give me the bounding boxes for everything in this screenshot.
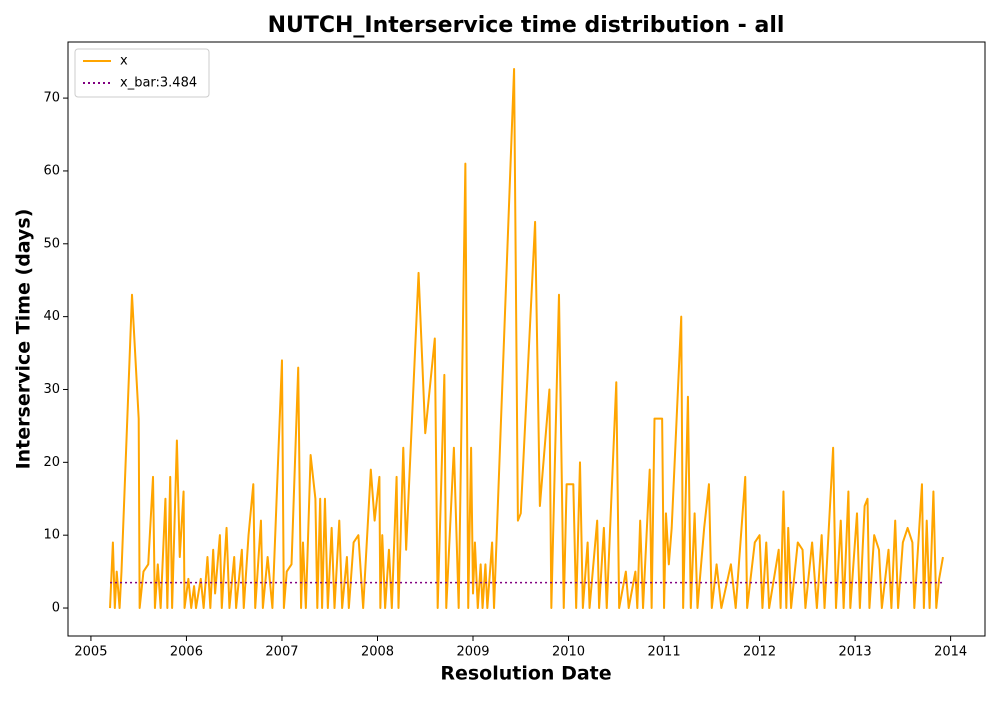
y-tick-label: 20 xyxy=(43,455,60,470)
y-tick-label: 50 xyxy=(43,236,60,251)
x-tick-label: 2011 xyxy=(648,645,681,660)
y-tick-label: 30 xyxy=(43,382,60,397)
y-tick-label: 70 xyxy=(43,91,60,106)
plot-frame xyxy=(67,41,986,637)
x-tick-label: 2008 xyxy=(361,645,394,660)
x-tick-label: 2005 xyxy=(74,645,107,660)
x-tick-label: 2010 xyxy=(552,645,585,660)
x-tick-label: 2013 xyxy=(839,645,872,660)
y-tick-label: 0 xyxy=(52,601,60,616)
x-tick-label: 2007 xyxy=(265,645,298,660)
y-axis-label: Interservice Time (days) xyxy=(13,209,35,470)
x-tick-label: 2009 xyxy=(456,645,489,660)
x-tick-label: 2006 xyxy=(170,645,203,660)
legend-label: x_bar:3.484 xyxy=(120,76,197,91)
x-tick-label: 2012 xyxy=(743,645,776,660)
x-axis-label: Resolution Date xyxy=(440,663,611,685)
y-tick-label: 40 xyxy=(43,309,60,324)
y-tick-label: 60 xyxy=(43,163,60,178)
x-tick-label: 2014 xyxy=(934,645,967,660)
y-tick-label: 10 xyxy=(43,528,60,543)
legend-label: x xyxy=(120,54,128,69)
chart-title: NUTCH_Interservice time distribution - a… xyxy=(268,13,785,38)
series-line xyxy=(109,67,944,610)
